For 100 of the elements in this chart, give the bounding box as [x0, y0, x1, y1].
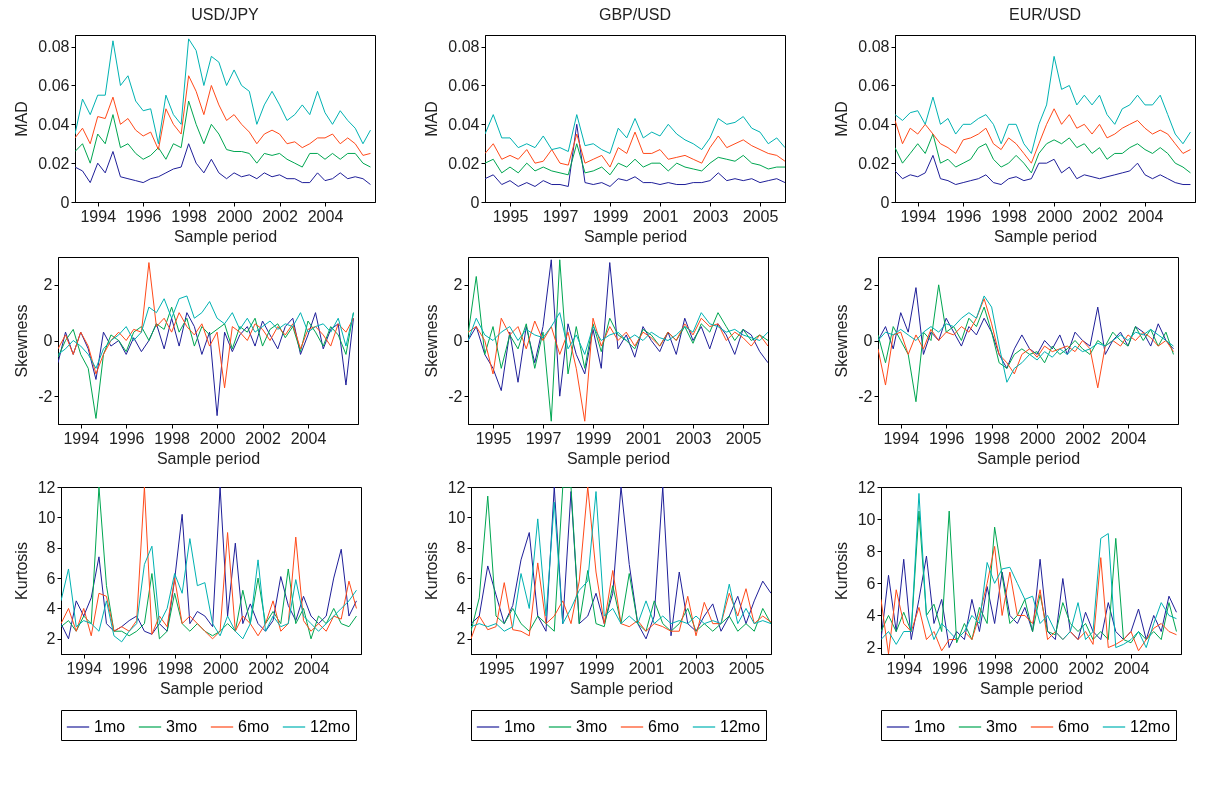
x-tick-label: 1998 — [157, 659, 194, 677]
line-series — [895, 133, 1191, 174]
x-tick-label: 2002 — [262, 207, 298, 225]
x-axis-title: Sample period — [583, 227, 688, 245]
x-tick-label: 1994 — [66, 659, 103, 677]
x-tick-label: 2000 — [202, 659, 239, 677]
x-tick-label: 1996 — [931, 659, 968, 677]
y-tick-label: 4 — [456, 599, 466, 617]
x-tick-label: 1998 — [991, 207, 1028, 225]
x-tick-label: 1997 — [528, 659, 565, 677]
y-tick-label: 6 — [46, 569, 56, 587]
x-tick-label: 2005 — [725, 429, 762, 447]
legend-label: 12mo — [310, 718, 351, 735]
y-tick-label: 8 — [456, 539, 466, 557]
line-series — [485, 114, 785, 154]
legend-label: 12mo — [720, 718, 761, 735]
line-series — [75, 143, 371, 186]
y-tick-label: 12 — [37, 478, 56, 496]
y-tick-label: -2 — [858, 387, 873, 405]
y-tick-label: 6 — [866, 574, 876, 592]
line-series — [878, 287, 1174, 369]
y-tick-label: 0.02 — [448, 154, 480, 172]
y-tick-label: 0.06 — [858, 76, 890, 94]
y-tick-label: 0 — [863, 332, 873, 349]
x-tick-label: 2004 — [1113, 659, 1150, 677]
x-axis-title: Sample period — [566, 449, 671, 467]
x-axis-title: Sample period — [173, 227, 278, 245]
x-tick-label: 2004 — [290, 429, 327, 447]
y-tick-label: 4 — [866, 606, 876, 624]
x-tick-label: 2000 — [199, 429, 236, 447]
y-tick-label: 0.08 — [858, 38, 890, 56]
y-axis-title: Skewness — [423, 304, 441, 378]
x-tick-label: 2001 — [642, 207, 679, 225]
y-tick-label: 2 — [43, 276, 53, 294]
line-series — [75, 75, 371, 156]
y-tick-label: 0 — [453, 332, 463, 349]
y-tick-label: 2 — [866, 639, 876, 657]
x-tick-label: 1999 — [578, 659, 615, 677]
y-tick-label: 12 — [857, 478, 876, 496]
x-axis-title: Sample period — [979, 679, 1084, 697]
y-tick-label: 4 — [46, 599, 56, 617]
legend-label: 1mo — [504, 718, 536, 735]
x-tick-label: 2003 — [678, 659, 715, 677]
x-tick-label: 2002 — [245, 429, 281, 447]
line-series — [75, 38, 371, 145]
y-tick-label: 8 — [46, 539, 56, 557]
y-tick-label: 10 — [857, 510, 876, 528]
y-tick-label: -2 — [448, 387, 463, 405]
y-tick-label: 0.04 — [448, 115, 480, 133]
x-tick-label: 1994 — [900, 207, 937, 225]
y-tick-label: 0 — [43, 332, 53, 349]
x-axis-title: Sample period — [156, 449, 261, 467]
x-axis-title: Sample period — [993, 227, 1098, 245]
x-tick-label: 2002 — [248, 659, 284, 677]
x-tick-label: 2000 — [216, 207, 253, 225]
y-tick-label: -2 — [38, 387, 53, 405]
x-tick-label: 1998 — [974, 429, 1011, 447]
y-tick-label: 0 — [60, 193, 70, 211]
x-tick-label: 2000 — [1022, 659, 1059, 677]
y-tick-label: 0.08 — [448, 38, 480, 56]
y-tick-label: 0 — [470, 193, 480, 211]
x-tick-label: 2002 — [1065, 429, 1101, 447]
x-tick-label: 1998 — [977, 659, 1014, 677]
y-tick-label: 2 — [453, 276, 463, 294]
line-series — [61, 538, 357, 643]
y-tick-label: 2 — [46, 630, 56, 648]
y-axis-title: MAD — [423, 101, 441, 137]
line-series — [58, 262, 354, 389]
x-tick-label: 2005 — [742, 207, 779, 225]
y-axis-title: Kurtosis — [422, 542, 440, 600]
x-tick-label: 1996 — [111, 659, 148, 677]
y-tick-label: 8 — [866, 542, 876, 560]
y-axis-title: MAD — [833, 101, 851, 137]
x-tick-label: 1997 — [525, 429, 562, 447]
x-tick-label: 2004 — [307, 207, 344, 225]
x-tick-label: 1996 — [108, 429, 145, 447]
y-tick-label: 0.02 — [38, 154, 70, 172]
line-series — [468, 312, 768, 355]
x-tick-label: 1995 — [492, 207, 529, 225]
y-tick-label: 0.06 — [38, 76, 70, 94]
y-axis-title: Kurtosis — [12, 542, 30, 600]
chart-title: GBP/USD — [598, 6, 672, 23]
y-tick-label: 10 — [37, 508, 56, 526]
y-tick-label: 12 — [447, 478, 466, 496]
x-tick-label: 1997 — [542, 207, 579, 225]
x-tick-label: 1998 — [154, 429, 191, 447]
x-tick-label: 2003 — [692, 207, 729, 225]
chart-title: USD/JPY — [191, 6, 260, 23]
legend-label: 3mo — [986, 718, 1018, 735]
chart-title: EUR/USD — [1008, 6, 1082, 23]
x-axis-title: Sample period — [159, 679, 264, 697]
y-tick-label: 0.04 — [38, 115, 70, 133]
legend-label: 3mo — [576, 718, 608, 735]
x-tick-label: 1996 — [945, 207, 982, 225]
x-tick-label: 1994 — [886, 659, 923, 677]
x-tick-label: 2004 — [1127, 207, 1164, 225]
x-tick-label: 1996 — [928, 429, 965, 447]
line-series — [895, 154, 1191, 186]
x-tick-label: 2001 — [628, 659, 665, 677]
line-series — [895, 108, 1191, 164]
